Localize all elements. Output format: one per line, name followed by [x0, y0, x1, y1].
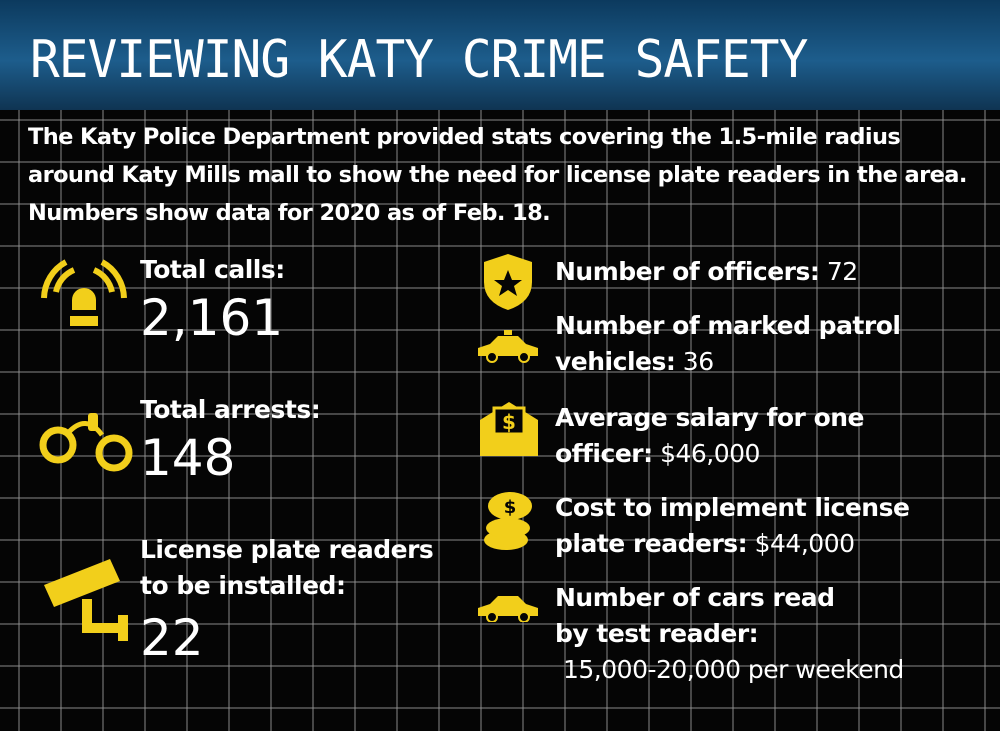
- stat-label: Total arrests:: [140, 395, 321, 424]
- stat-value: $46,000: [660, 439, 760, 468]
- car-icon: [478, 596, 538, 622]
- alarm-icon: [41, 259, 127, 326]
- stat-value: 2,161: [140, 289, 284, 347]
- stat-label: License plate readers to be installed:: [140, 535, 434, 600]
- camera-icon: [44, 559, 128, 641]
- svg-text:$: $: [502, 410, 516, 434]
- stat-label: Total calls:: [140, 255, 285, 284]
- envelope-icon: $: [480, 402, 538, 456]
- handcuffs-icon: [39, 413, 133, 472]
- stat-label: Cost to implement license plate readers:: [555, 493, 910, 558]
- stat-label-text: Number of cars read by test reader:: [555, 583, 835, 648]
- stat-cars: Number of cars read by test reader: 15,0…: [555, 580, 995, 688]
- stat-value: $44,000: [754, 529, 855, 558]
- stat-arrests: Total arrests: 148: [140, 392, 460, 488]
- stat-value: 36: [682, 347, 714, 376]
- title: REVIEWING KATY CRIME SAFETY: [30, 30, 808, 90]
- stat-label: Number of marked patrol vehicles:: [555, 311, 901, 376]
- patrol-car-icon: [478, 330, 538, 363]
- coins-icon: $: [484, 492, 532, 550]
- stat-cost: Cost to implement license plate readers:…: [555, 490, 985, 562]
- svg-text:$: $: [504, 497, 517, 518]
- stat-value-text: 15,000-20,000 per weekend: [563, 655, 904, 684]
- header-band: REVIEWING KATY CRIME SAFETY: [0, 0, 1000, 110]
- intro: The Katy Police Department provided stat…: [28, 124, 967, 226]
- stat-value: 22: [140, 609, 204, 667]
- stat-calls: Total calls: 2,161: [140, 252, 460, 348]
- stat-value: 15,000-20,000 per weekend: [555, 652, 995, 688]
- stat-label: Number of cars read by test reader:: [555, 580, 875, 652]
- stat-salary: Average salary for one officer: $46,000: [555, 400, 865, 472]
- badge-icon: [484, 254, 532, 310]
- stat-value: 72: [826, 257, 858, 286]
- stat-officers: Number of officers: 72: [555, 254, 975, 290]
- stat-value: 148: [140, 429, 236, 487]
- stat-label: Average salary for one officer:: [555, 403, 865, 468]
- stat-readers: License plate readers to be installed: 2…: [140, 532, 450, 668]
- stat-vehicles: Number of marked patrol vehicles: 36: [555, 308, 955, 380]
- stat-label: Number of officers:: [555, 257, 820, 286]
